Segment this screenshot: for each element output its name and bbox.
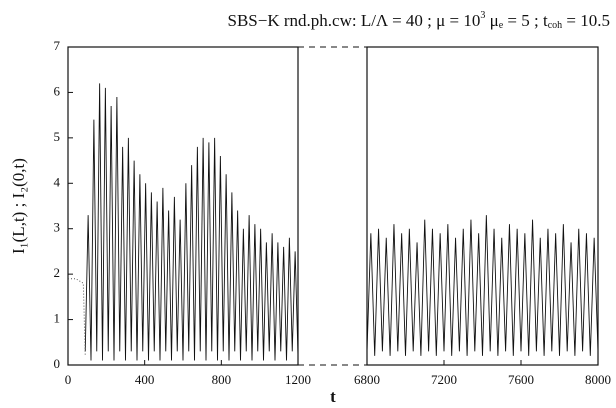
title-part: = 10.5 [562, 11, 610, 30]
x-tick-label: 400 [135, 372, 155, 387]
y-axis-label: I₁(L,t) ; I₂(0,t) [9, 158, 28, 254]
x-axis-label: t [330, 387, 336, 406]
title-part: 3 [480, 10, 485, 21]
title-part: μ [485, 11, 498, 30]
title-part: e [499, 20, 504, 31]
y-tick-label: 4 [54, 174, 61, 189]
y-tick-label: 5 [54, 129, 61, 144]
data-line [84, 83, 299, 361]
y-tick-label: 3 [54, 220, 61, 235]
y-tick-label: 0 [54, 356, 61, 371]
plot-frame [67, 46, 299, 366]
chart-title: SBS−K rnd.ph.cw: L/Λ = 40 ; μ = 103 μe =… [228, 10, 611, 31]
y-tick-label: 1 [54, 311, 61, 326]
x-tick-label: 8000 [585, 372, 611, 387]
y-tick-label: 7 [54, 38, 61, 53]
x-tick-label: 1200 [285, 372, 311, 387]
y-tick-label: 2 [54, 265, 61, 280]
x-tick-label: 7200 [431, 372, 457, 387]
y-tick-label: 6 [54, 83, 61, 98]
title-part: = 5 ; t [503, 11, 548, 30]
x-tick-label: 6800 [354, 372, 380, 387]
plot-frame [366, 46, 599, 366]
data-line [68, 278, 86, 356]
x-tick-label: 800 [212, 372, 232, 387]
title-part: SBS−K rnd.ph.cw: L/Λ = 40 ; μ = 10 [228, 11, 481, 30]
x-tick-label: 7600 [508, 372, 534, 387]
x-tick-label: 0 [65, 372, 72, 387]
data-line [366, 215, 599, 356]
title-part: coh [548, 20, 562, 31]
